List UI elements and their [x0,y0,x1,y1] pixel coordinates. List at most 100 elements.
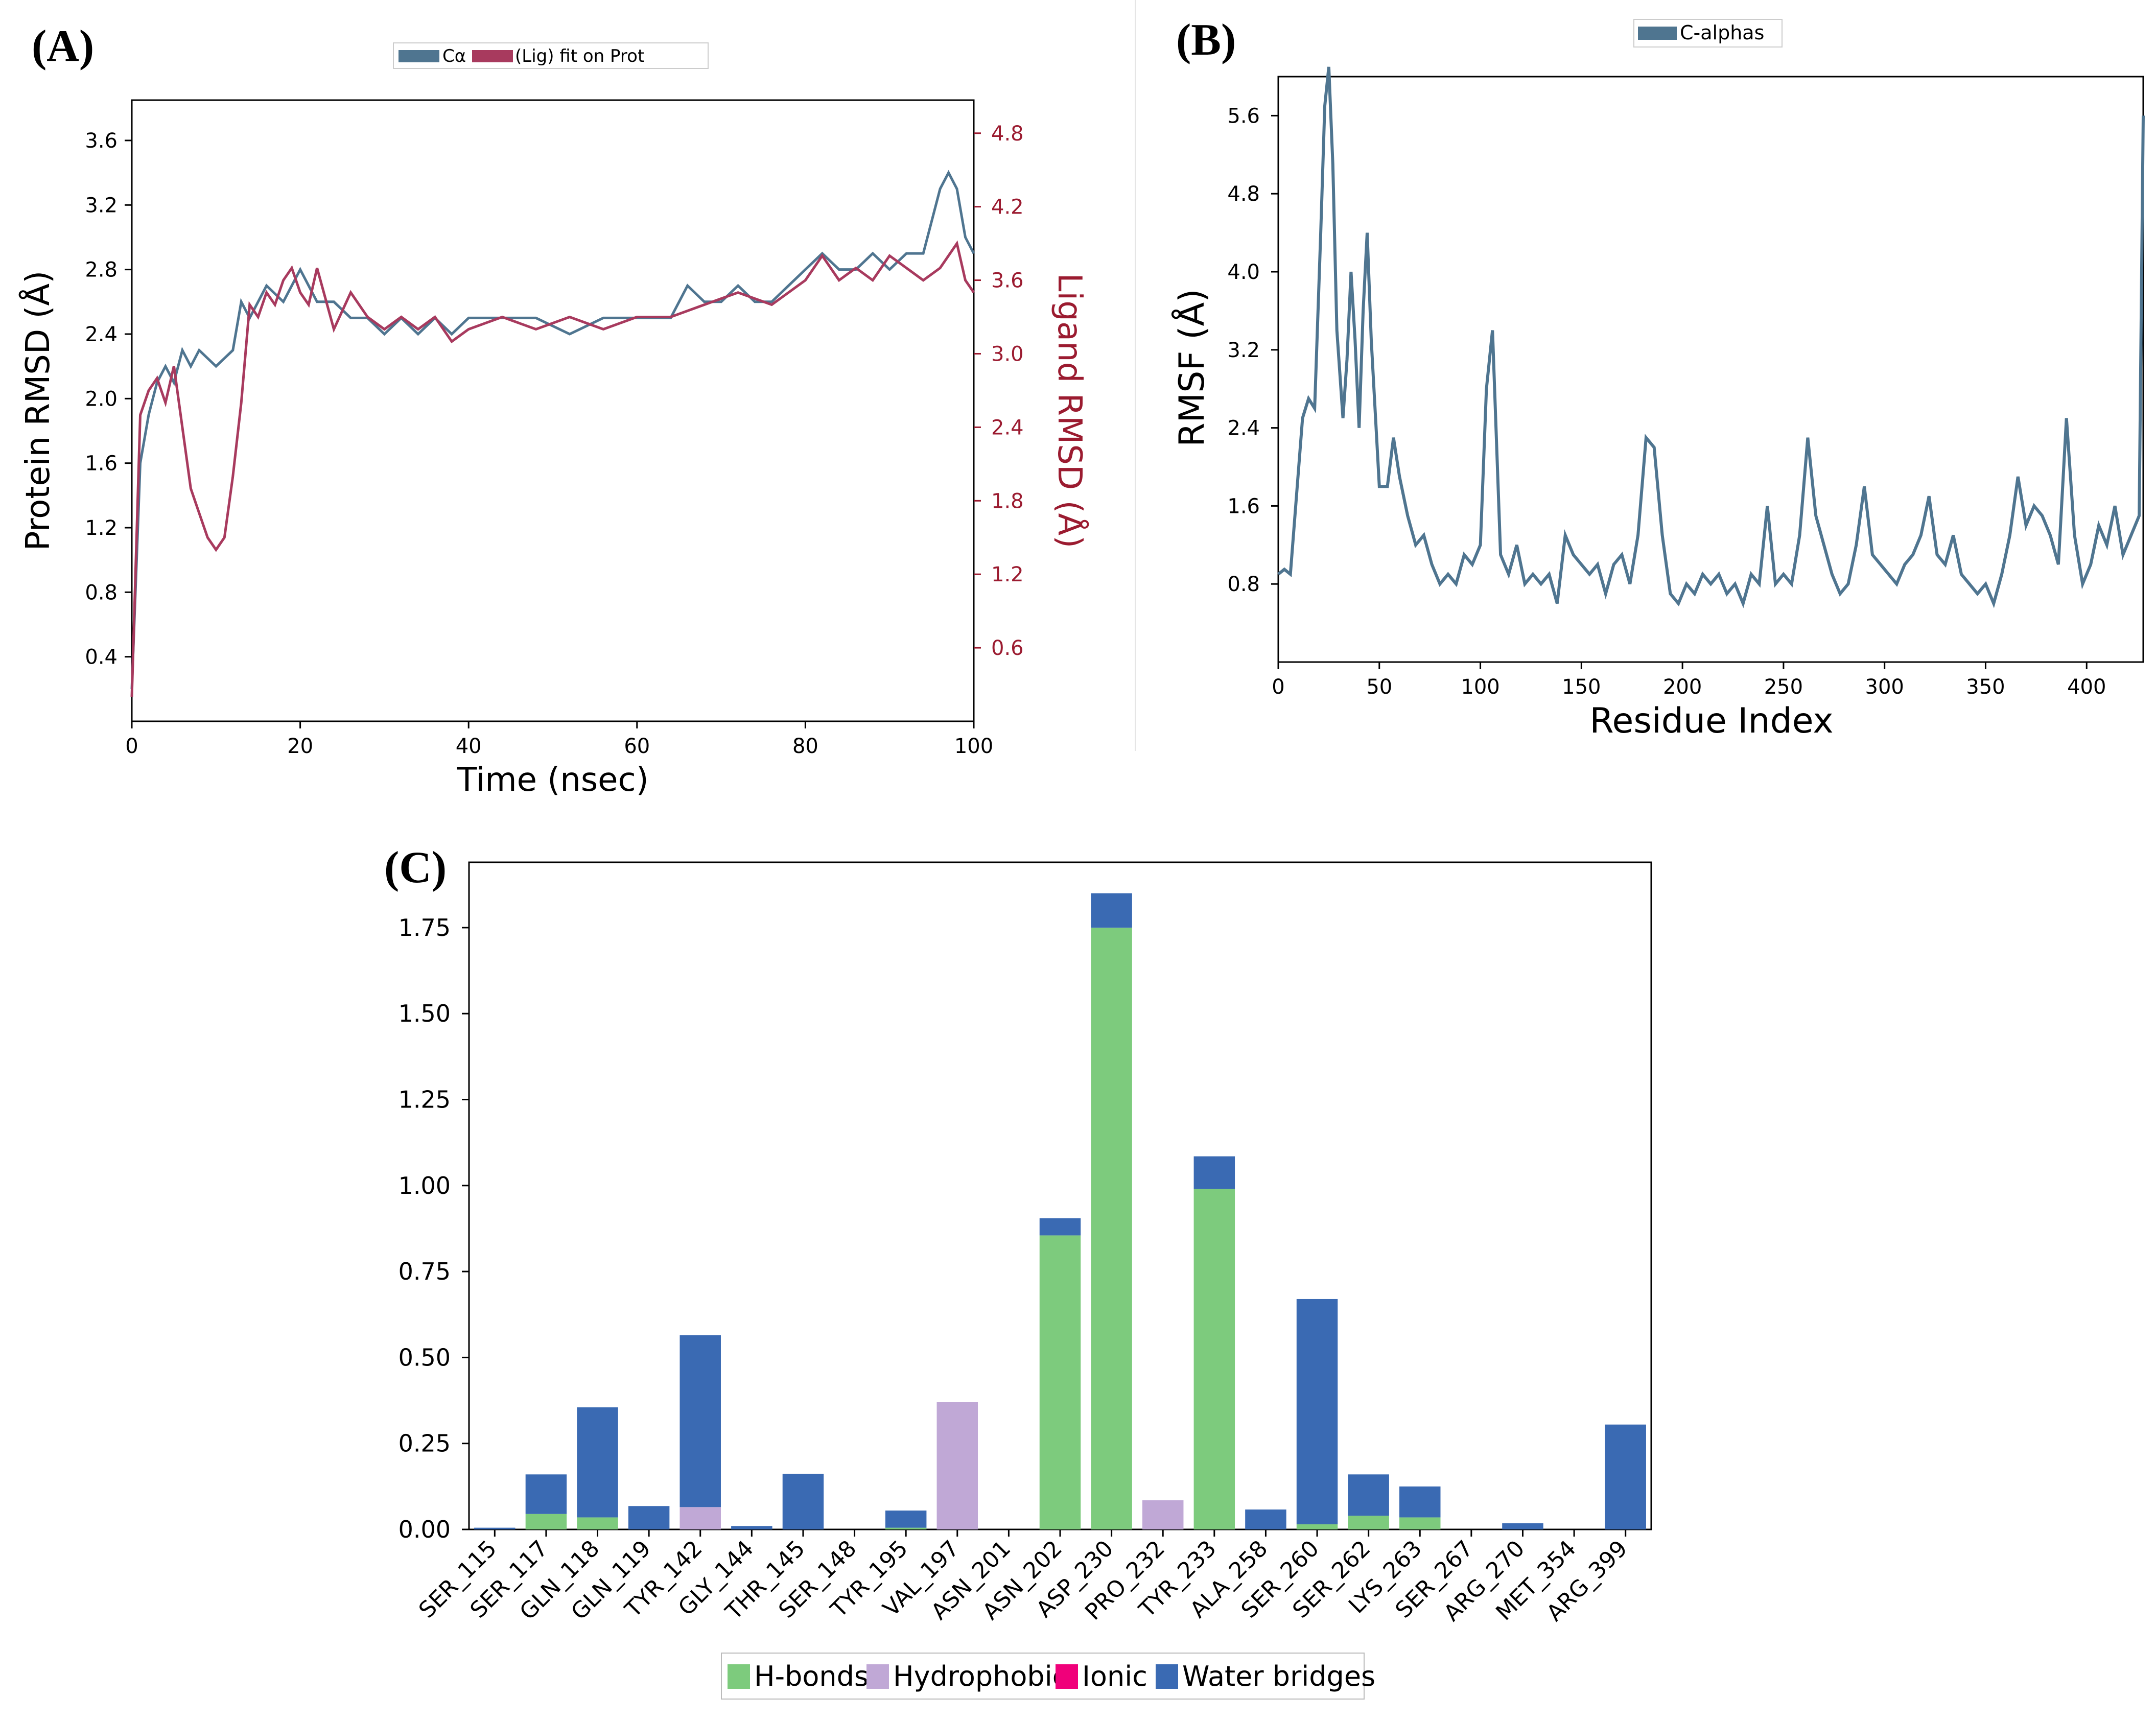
y2-tick-label-a: 4.8 [991,122,1024,146]
y-tick-label-c: 1.00 [399,1172,451,1199]
series-line-rmsf [1277,66,2145,608]
bar-water-bridges [782,1473,824,1529]
panel-label-a: (A) [32,21,95,71]
x-tick-label-a: 60 [624,735,650,758]
y-tick-label-b: 5.6 [1227,104,1260,128]
bar-water-bridges [525,1474,567,1514]
bar-water-bridges [474,1527,515,1529]
y-tick-label-c: 0.50 [399,1343,451,1371]
bar-hydrophobic [936,1402,978,1529]
series-line-protein [130,170,975,689]
x-tick-label-a: 0 [125,735,138,758]
x-tick-label-b: 250 [1764,675,1803,699]
y-tick-label-c: 0.75 [399,1258,451,1285]
bar-hbonds [1193,1189,1235,1529]
x-tick-label-b: 0 [1272,675,1284,699]
legend-swatch-calphas [1638,27,1677,40]
y-tick-label-b: 3.2 [1227,339,1260,362]
bar-water-bridges [1296,1299,1338,1524]
bar-hbonds [577,1517,618,1529]
bar-water-bridges [1091,893,1132,928]
bar-water-bridges [1399,1486,1441,1518]
y-tick-label-c: 0.00 [399,1516,451,1543]
y-tick-label-a: 2.8 [85,258,118,282]
legend-label-hydrophobic: Hydrophobic [893,1660,1067,1692]
y-tick-label-a: 3.6 [85,129,118,153]
x-tick-label-b: 400 [2067,675,2106,699]
legend-box-c [721,1653,1365,1700]
legend-label-protein: Cα [442,46,466,66]
bar-hbonds [1348,1516,1389,1529]
legend-label-calphas: C-alphas [1680,21,1764,44]
legend-label-ionic: Ionic [1082,1660,1147,1692]
y2-tick-label-a: 1.2 [991,563,1024,586]
x-axis-label-b: Residue Index [1589,701,1833,741]
bar-water-bridges [1039,1218,1081,1236]
bar-hydrophobic [1142,1500,1184,1529]
y-tick-label-c: 0.25 [399,1430,451,1457]
x-tick-label-a: 20 [287,735,313,758]
plot-frame-b [1277,76,2144,663]
bar-hbonds [525,1514,567,1529]
x-tick-label-b: 350 [1966,675,2005,699]
y-axis-label-b: RMSF (Å) [1171,289,1212,446]
y-tick-label-a: 1.6 [85,452,118,476]
y-tick-label-a: 0.8 [85,581,118,604]
legend-label-water-bridges: Water bridges [1182,1660,1375,1692]
y-tick-label-b: 1.6 [1227,494,1260,518]
legend-swatch-water-bridges [1156,1664,1178,1689]
panel-label-c: (C) [384,843,447,892]
legend-swatch-ligand [472,50,513,62]
y2-tick-label-a: 3.6 [991,269,1024,293]
bar-water-bridges [679,1335,721,1507]
x-tick-label-a: 80 [792,735,818,758]
chart-b-rmsf: 0 50 100 150 200 250 300 350 400 0.8 1.6 2.4 3.2 4.0 4… [1135,0,2145,751]
y2-tick-label-a: 2.4 [991,416,1024,439]
y2-tick-label-a: 1.8 [991,489,1024,513]
x-tick-label-a: 100 [954,735,993,758]
y-tick-label-c: 1.25 [399,1086,451,1114]
bar-water-bridges [885,1510,927,1528]
y-tick-label-b: 4.8 [1227,182,1260,206]
legend-swatch-ionic [1056,1664,1078,1689]
y2-axis-label-a: Ligand RMSD (Å) [1050,273,1089,548]
bar-water-bridges [1502,1523,1543,1529]
panel-label-b: (B) [1176,15,1236,65]
x-tick-label-b: 300 [1865,675,1904,699]
x-tick-label-b: 100 [1461,675,1499,699]
series-line-ligand [130,240,975,697]
bar-water-bridges [577,1407,618,1518]
bar-water-bridges [731,1526,772,1529]
bar-hydrophobic [679,1507,721,1529]
legend-label-hbonds: H-bonds [754,1660,869,1692]
y-tick-label-a: 3.2 [85,194,118,217]
y-tick-label-a: 0.4 [85,646,118,669]
bar-hbonds [1039,1235,1081,1529]
bar-water-bridges [1193,1156,1235,1189]
x-axis-label-a: Time (nsec) [456,761,648,799]
x-tick-label-b: 200 [1663,675,1702,699]
bar-hbonds [885,1527,927,1529]
y2-tick-label-a: 4.2 [991,196,1024,219]
y-tick-label-b: 0.8 [1227,573,1260,596]
y-tick-label-a: 2.4 [85,323,118,346]
y-tick-label-a: 2.0 [85,387,118,411]
bar-water-bridges [1605,1424,1646,1529]
bar-hbonds [1399,1517,1441,1529]
legend-swatch-hbonds [728,1664,750,1689]
legend-swatch-protein [399,50,439,62]
y-tick-label-b: 4.0 [1227,261,1260,284]
bar-hbonds [1296,1524,1338,1529]
y2-tick-label-a: 0.6 [991,636,1024,660]
x-tick-label-a: 40 [456,735,482,758]
y-tick-label-c: 1.50 [399,1000,451,1027]
bar-water-bridges [1348,1474,1389,1516]
x-tick-label-b: 150 [1562,675,1601,699]
bar-water-bridges [1245,1509,1286,1529]
legend-box-a [393,42,709,69]
chart-c-interactions: 0.000.250.500.751.001.251.501.75SER_115S… [399,861,1652,1700]
x-tick-label-b: 50 [1366,675,1392,699]
bar-hbonds [1091,927,1132,1529]
bar-water-bridges [628,1506,670,1529]
